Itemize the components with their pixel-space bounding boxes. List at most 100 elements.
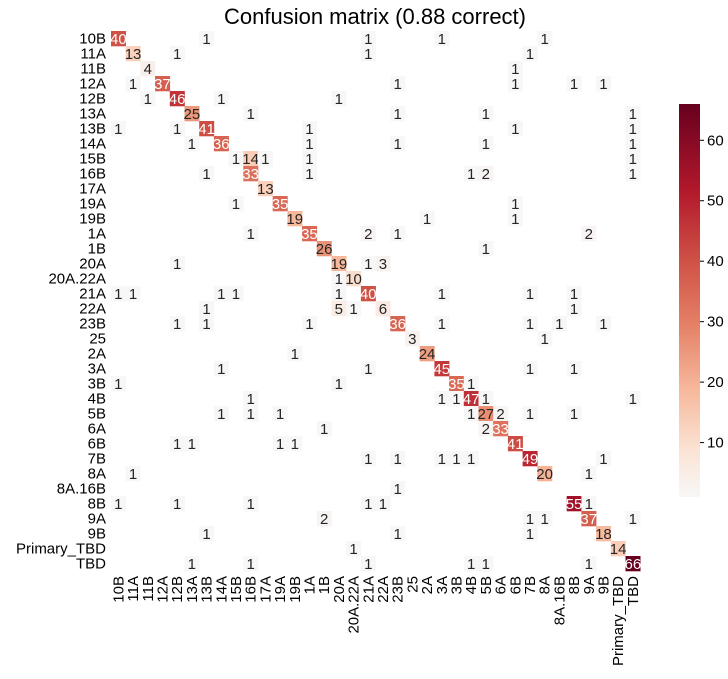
heatmap-cell xyxy=(199,166,215,182)
cell-value-label: 1 xyxy=(305,121,313,138)
cell-value-label: 1 xyxy=(570,361,578,378)
heatmap-cell xyxy=(272,406,288,422)
cell-value-label: 1 xyxy=(452,391,460,408)
cell-value-label: 18 xyxy=(595,526,612,543)
cell-value-label: 1 xyxy=(629,166,637,183)
heatmap-cell xyxy=(360,286,376,302)
x-tick-label: 8A xyxy=(537,576,554,594)
heatmap-cell xyxy=(625,511,641,527)
heatmap-cell xyxy=(316,421,332,437)
cell-value-label: 1 xyxy=(540,331,548,348)
y-tick-label: 6A xyxy=(88,421,106,438)
heatmap-cell xyxy=(155,76,171,92)
heatmap-cell xyxy=(463,376,479,392)
heatmap-cell xyxy=(390,76,406,92)
heatmap-cell xyxy=(228,151,244,167)
cell-value-label: 41 xyxy=(198,121,215,138)
heatmap-cell xyxy=(316,511,332,527)
cell-value-label: 1 xyxy=(540,511,548,528)
cell-value-label: 41 xyxy=(507,436,524,453)
heatmap-cell xyxy=(111,31,126,47)
y-tick-label: 15B xyxy=(79,151,106,168)
cell-value-label: 1 xyxy=(335,91,343,108)
heatmap-cell xyxy=(258,181,273,197)
cell-value-label: 1 xyxy=(173,46,181,63)
x-tick-label: 12B xyxy=(169,576,186,603)
heatmap-cell xyxy=(243,226,259,242)
y-tick-label: 8A.16B xyxy=(57,481,106,498)
heatmap-cell xyxy=(625,136,641,152)
cell-value-label: 1 xyxy=(232,151,240,168)
heatmap-cell xyxy=(140,91,156,107)
cell-value-label: 1 xyxy=(188,136,196,153)
cell-value-label: 1 xyxy=(114,121,122,138)
x-tick-label: 17A xyxy=(257,576,274,603)
heatmap-cell xyxy=(302,226,318,242)
heatmap-cell xyxy=(449,376,465,392)
heatmap-cell xyxy=(258,151,273,167)
heatmap-cell xyxy=(566,301,582,317)
cell-value-label: 1 xyxy=(629,106,637,123)
heatmap-cell xyxy=(522,511,538,527)
heatmap-cell xyxy=(478,556,494,572)
cell-value-label: 1 xyxy=(114,286,122,303)
heatmap-cell xyxy=(184,436,200,452)
cell-value-label: 46 xyxy=(169,91,186,108)
y-tick-label: 19B xyxy=(79,211,106,228)
heatmap-cell xyxy=(581,556,597,572)
x-tick-label: 11B xyxy=(140,576,157,602)
heatmap-cell xyxy=(287,436,303,452)
cell-value-label: 27 xyxy=(478,406,495,423)
heatmap-cell xyxy=(169,121,185,137)
heatmap-cell xyxy=(213,136,229,152)
x-tick-label: 7B xyxy=(522,576,539,594)
cell-value-label: 1 xyxy=(202,526,210,543)
heatmap-cell xyxy=(346,271,362,287)
y-tick-label: 21A xyxy=(79,286,106,303)
heatmap-cell xyxy=(302,136,318,152)
cell-value-label: 1 xyxy=(335,271,343,288)
cell-value-label: 1 xyxy=(335,376,343,393)
y-tick-label: 23B xyxy=(79,316,106,333)
x-tick-label: 5B xyxy=(478,576,495,594)
cell-value-label: 1 xyxy=(482,556,490,573)
y-tick-label: 6B xyxy=(88,436,106,453)
heatmap-cell xyxy=(522,316,538,332)
y-tick-label: 1A xyxy=(88,226,106,243)
cell-value-label: 1 xyxy=(438,286,446,303)
y-tick-label: 2A xyxy=(88,346,106,363)
heatmap-cell xyxy=(478,106,494,122)
heatmap-cell xyxy=(449,391,465,407)
cell-value-label: 1 xyxy=(511,121,519,138)
x-tick-label: 2A xyxy=(419,576,436,594)
cell-value-label: 1 xyxy=(364,496,372,513)
cell-value-label: 1 xyxy=(173,256,181,273)
x-tick-label: 10B xyxy=(110,576,127,603)
cell-value-label: 1 xyxy=(349,541,357,558)
heatmap-cell xyxy=(625,106,641,122)
cell-value-label: 1 xyxy=(305,136,313,153)
heatmap-cell xyxy=(331,301,347,317)
heatmap-cell xyxy=(360,256,376,272)
heatmap-cell xyxy=(360,361,376,377)
heatmap-cell xyxy=(566,361,582,377)
y-tick-label: 8B xyxy=(88,496,106,513)
cell-value-label: 1 xyxy=(585,496,593,513)
cell-value-label: 35 xyxy=(448,376,465,393)
cell-value-label: 1 xyxy=(629,511,637,528)
cell-value-label: 1 xyxy=(526,511,534,528)
heatmap-cell xyxy=(199,121,215,137)
cell-value-label: 1 xyxy=(599,76,607,93)
heatmap-cell xyxy=(478,391,494,407)
cell-value-label: 19 xyxy=(331,256,348,273)
cell-value-label: 1 xyxy=(129,76,137,93)
heatmap-cell xyxy=(125,466,141,482)
heatmap-cell xyxy=(272,436,288,452)
x-tick-label: 6B xyxy=(507,576,524,594)
heatmap-cell xyxy=(184,106,200,122)
cell-value-label: 20 xyxy=(536,466,553,483)
heatmap-cell xyxy=(390,226,406,242)
cell-value-label: 1 xyxy=(570,286,578,303)
heatmap-cell xyxy=(493,406,509,422)
